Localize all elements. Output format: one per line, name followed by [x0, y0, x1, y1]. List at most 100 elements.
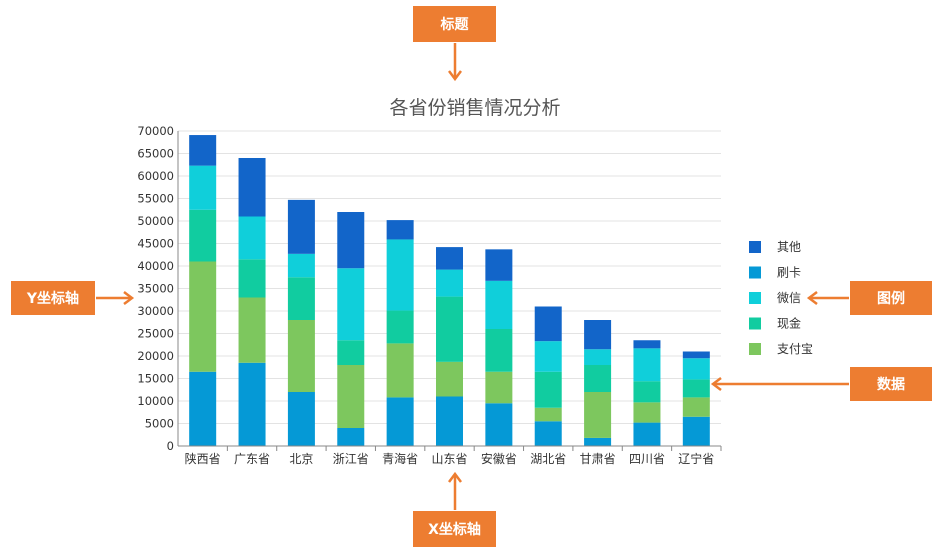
legend-label: 其他 [777, 240, 801, 254]
bar-segment [337, 428, 365, 446]
bar-segment [386, 239, 414, 311]
bar-segment [584, 320, 612, 350]
bar-segment [238, 259, 266, 298]
y-tick-label: 5000 [145, 417, 174, 431]
arrow-title-head [448, 70, 462, 82]
legend-label: 支付宝 [777, 342, 813, 356]
x-tick-label: 辽宁省 [678, 451, 714, 466]
y-tick-label: 40000 [137, 259, 174, 273]
bar-segment [287, 320, 315, 392]
bar-segment [534, 407, 562, 422]
bar-segment [386, 397, 414, 446]
bar-segment [584, 365, 612, 392]
y-tick-label: 45000 [137, 237, 174, 251]
bar-segment [485, 403, 513, 446]
bar-segment [337, 212, 365, 269]
chart-title: 各省份销售情况分析 [389, 97, 560, 119]
bar-segment [633, 422, 661, 446]
bar-segment [436, 296, 463, 362]
x-tick-label: 陕西省 [185, 451, 221, 466]
bar-segment [238, 297, 266, 363]
bar-segment [386, 310, 414, 344]
bar-segment [485, 249, 513, 281]
y-tick-label: 65000 [137, 147, 174, 161]
bar-segment [238, 216, 266, 260]
y-tick-label: 20000 [137, 349, 174, 363]
bar-segment [682, 397, 710, 417]
y-axis: 0 5000 10000 15000 20000 25000 30000 35000 40000… [137, 124, 179, 453]
y-tick-label: 15000 [137, 372, 174, 386]
bar-segment [287, 392, 315, 446]
bar-segment [287, 199, 315, 254]
bar-segment [287, 277, 315, 320]
bar-segment [485, 280, 513, 329]
bar-segment [436, 361, 463, 397]
bar-segment [238, 362, 266, 446]
bar-segment [337, 268, 365, 341]
bar-segment [189, 135, 217, 166]
x-tick-label: 青海省 [382, 451, 418, 466]
x-tick-label: 北京 [289, 452, 313, 466]
legend-swatch [749, 317, 761, 330]
bar-segment [287, 253, 315, 278]
legend-label: 现金 [777, 316, 801, 331]
x-tick-label: 四川省 [629, 452, 665, 466]
bar-segment [682, 358, 710, 380]
x-tick-label: 湖北省 [530, 451, 566, 466]
y-tick-label: 35000 [137, 282, 174, 296]
bar-segment [337, 340, 365, 365]
arrow-legend-head [806, 291, 818, 305]
bar-segment [189, 165, 217, 210]
legend-label: 微信 [777, 291, 801, 305]
y-tick-label: 10000 [137, 394, 174, 408]
y-tick-label: 25000 [137, 327, 174, 341]
bar-segment [436, 247, 463, 270]
callout-title: 标题 [413, 6, 496, 42]
bar-segment [238, 158, 266, 217]
arrow-data-head [710, 377, 722, 391]
bar-segment [633, 340, 661, 349]
legend-swatch [749, 292, 761, 304]
bar-segment [534, 306, 562, 342]
bar-segment [584, 437, 612, 446]
bar-segment [485, 329, 513, 372]
bar-segment [386, 343, 414, 398]
bar-segment [189, 209, 217, 262]
bar-segment [633, 402, 661, 423]
bar-segment [584, 349, 612, 365]
bar-segment [534, 421, 562, 446]
bar-plot [189, 135, 710, 446]
x-tick-label: 山东省 [431, 452, 467, 466]
bar-segment [682, 351, 710, 359]
y-tick-label: 60000 [137, 169, 174, 183]
bar-segment [682, 379, 710, 398]
bar-segment [436, 396, 463, 446]
callout-legend: 图例 [850, 281, 932, 315]
bar-segment [682, 416, 710, 446]
callout-yaxis: Y坐标轴 [11, 281, 95, 315]
y-tick-label: 55000 [137, 192, 174, 206]
bar-segment [485, 371, 513, 404]
legend-swatch [749, 266, 761, 279]
callout-data: 数据 [850, 367, 932, 401]
callout-arrows [96, 43, 849, 510]
legend-label: 刷卡 [777, 266, 801, 280]
y-tick-label: 70000 [137, 124, 174, 138]
bar-segment [534, 341, 562, 372]
y-tick-label: 50000 [137, 214, 174, 228]
bar-segment [189, 261, 217, 372]
bar-segment [436, 269, 463, 297]
bar-segment [337, 365, 365, 428]
bar-segment [633, 348, 661, 382]
x-tick-label: 浙江省 [333, 452, 369, 466]
callout-xaxis: X坐标轴 [413, 511, 496, 547]
arrow-yaxis-head [123, 291, 135, 305]
y-tick-label: 30000 [137, 304, 174, 318]
arrow-xaxis-head [448, 471, 462, 483]
x-tick-label: 安徽省 [481, 451, 517, 466]
legend-swatch [749, 241, 761, 253]
bar-segment [189, 371, 217, 446]
bar-segment [386, 220, 414, 240]
